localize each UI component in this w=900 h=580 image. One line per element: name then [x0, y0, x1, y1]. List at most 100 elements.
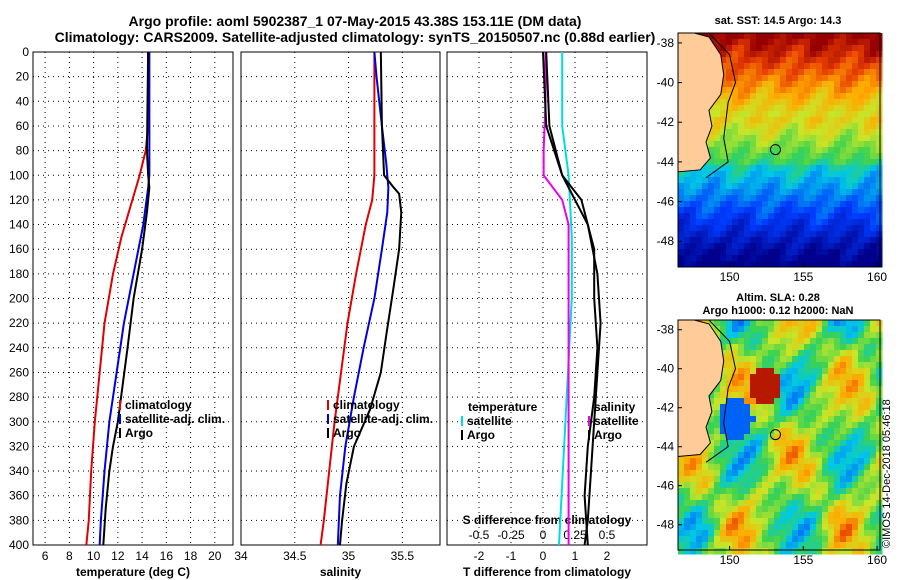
- map-cell: [690, 494, 697, 501]
- map-cell: [756, 458, 763, 465]
- map-cell: [690, 219, 697, 226]
- map-cell: [822, 524, 829, 531]
- map-cell: [786, 183, 793, 190]
- map-cell: [840, 326, 847, 333]
- map-cell: [738, 189, 745, 196]
- map-cell: [756, 51, 763, 58]
- map-cell: [840, 410, 847, 417]
- legend-entry: satellite-adj. clim.: [125, 412, 225, 426]
- y-tick-label: 240: [9, 341, 29, 355]
- map-cell: [744, 201, 751, 208]
- map-cell: [750, 458, 757, 465]
- map-cell: [840, 530, 847, 537]
- map-cell: [816, 446, 823, 453]
- map-cell: [726, 494, 733, 501]
- map-cell: [678, 231, 685, 238]
- map-cell: [714, 45, 721, 52]
- map-cell: [738, 392, 745, 399]
- map-cell: [858, 380, 865, 387]
- map-cell: [768, 237, 775, 244]
- map-cell: [804, 440, 811, 447]
- x-tick-label: -1: [506, 549, 517, 563]
- map-cell: [852, 231, 859, 238]
- map-cell: [726, 482, 733, 489]
- map-cell: [816, 231, 823, 238]
- map-cell: [732, 332, 739, 339]
- map-cell: [864, 458, 871, 465]
- map-cell: [750, 93, 757, 100]
- map-cell: [846, 368, 853, 375]
- map-cell: [732, 386, 739, 393]
- map-cell: [870, 93, 877, 100]
- map-cell: [870, 81, 877, 88]
- map-cell: [864, 141, 871, 148]
- map-cell: [768, 87, 775, 94]
- map-cell: [834, 93, 841, 100]
- map-cell: [876, 99, 883, 106]
- map-cell: [726, 207, 733, 214]
- map-cell: [690, 512, 697, 519]
- map-cell: [876, 63, 883, 70]
- map-cell: [726, 93, 733, 100]
- map-cell: [762, 63, 769, 70]
- map-cell: [726, 320, 733, 327]
- map-cell: [870, 458, 877, 465]
- map-cell: [804, 434, 811, 441]
- map-cell: [828, 225, 835, 232]
- map-cell: [840, 386, 847, 393]
- map-cell: [708, 422, 715, 429]
- map-cell: [786, 171, 793, 178]
- map-cell: [828, 482, 835, 489]
- map-cell: [714, 243, 721, 250]
- map-cell: [780, 500, 787, 507]
- map-cell: [798, 410, 805, 417]
- map-cell: [876, 398, 883, 405]
- map-cell: [726, 45, 733, 52]
- map-cell: [720, 261, 727, 268]
- map-cell: [774, 344, 781, 351]
- map-cell: [768, 482, 775, 489]
- map-cell: [810, 344, 817, 351]
- map-cell: [756, 362, 763, 369]
- map-cell: [852, 237, 859, 244]
- map-cell: [822, 320, 829, 327]
- map-cell: [738, 530, 745, 537]
- map-cell: [714, 320, 721, 327]
- map-cell: [810, 207, 817, 214]
- map-cell: [738, 416, 745, 423]
- map-cell: [744, 392, 751, 399]
- map-cell: [732, 410, 739, 417]
- map-cell: [726, 99, 733, 106]
- map-cell: [678, 201, 685, 208]
- map-cell: [792, 410, 799, 417]
- map-cell: [810, 111, 817, 118]
- map-cell: [876, 51, 883, 58]
- map-cell: [846, 404, 853, 411]
- map-cell: [756, 452, 763, 459]
- map-cell: [828, 51, 835, 58]
- map-cell: [846, 488, 853, 495]
- map-cell: [690, 524, 697, 531]
- map-cell: [732, 374, 739, 381]
- map-cell: [708, 428, 715, 435]
- map-cell: [852, 452, 859, 459]
- map-cell: [810, 410, 817, 417]
- map-cell: [810, 177, 817, 184]
- map-cell: [852, 536, 859, 543]
- map-cell: [780, 446, 787, 453]
- map-cell: [732, 87, 739, 94]
- map-cell: [714, 494, 721, 501]
- map-cell: [744, 434, 751, 441]
- map-cell: [828, 326, 835, 333]
- map-cell: [774, 99, 781, 106]
- map-cell: [750, 530, 757, 537]
- map-cell: [684, 512, 691, 519]
- map-cell: [804, 33, 811, 40]
- map-cell: [714, 171, 721, 178]
- map-cell: [744, 470, 751, 477]
- map-cell: [870, 153, 877, 160]
- map-cell: [810, 195, 817, 202]
- map-cell: [846, 111, 853, 118]
- map-cell: [822, 326, 829, 333]
- map-cell: [840, 255, 847, 262]
